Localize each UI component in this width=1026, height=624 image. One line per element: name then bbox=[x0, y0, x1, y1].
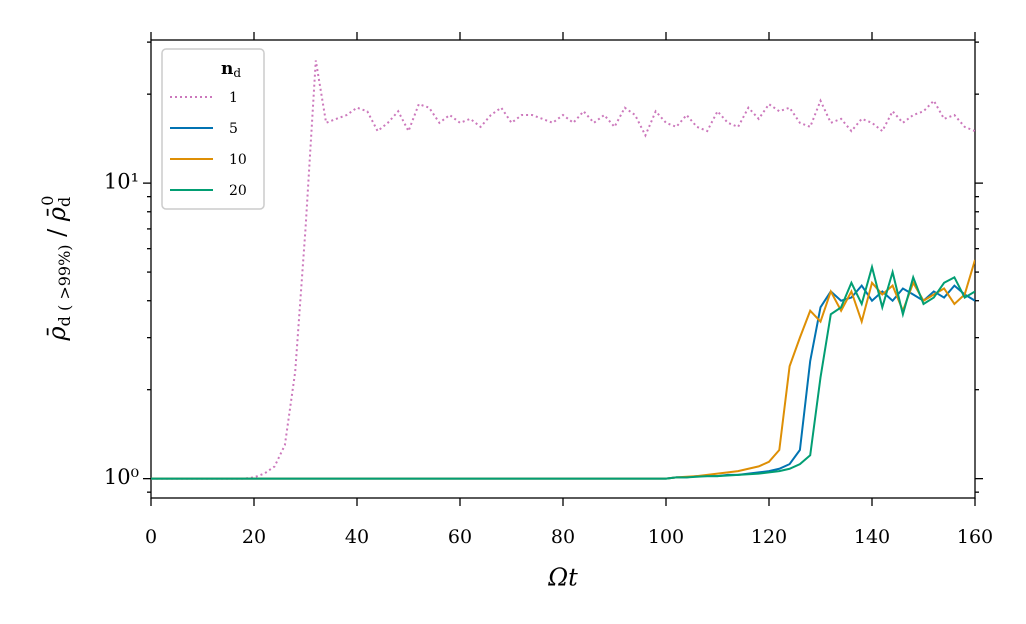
y-label-rho: ρ̄ bbox=[43, 326, 71, 341]
legend-label: 5 bbox=[229, 121, 238, 137]
legend-title-sub: d bbox=[233, 66, 241, 80]
x-tick-label: 100 bbox=[648, 526, 684, 548]
series-line bbox=[151, 283, 975, 480]
series-line bbox=[151, 263, 975, 480]
x-tick-label: 80 bbox=[551, 526, 575, 548]
legend-title: nd bbox=[221, 59, 241, 80]
series-line bbox=[151, 259, 975, 480]
legend-label: 10 bbox=[229, 152, 247, 168]
y-label-sub2: d bbox=[55, 197, 74, 207]
legend-label: 1 bbox=[229, 90, 238, 106]
y-tick-label: 10⁰ bbox=[104, 465, 139, 489]
x-tick-label: 140 bbox=[854, 526, 890, 548]
x-tick-label: 20 bbox=[242, 526, 266, 548]
x-tick-label: 160 bbox=[957, 526, 993, 548]
x-tick-label: 60 bbox=[448, 526, 472, 548]
y-tick-label: 10¹ bbox=[104, 170, 139, 194]
y-label-sep: / bbox=[43, 221, 71, 244]
legend-title-main: n bbox=[221, 59, 233, 79]
plot-frame bbox=[150, 39, 976, 499]
series-line bbox=[151, 60, 975, 480]
y-label-sub: d ( >99%) bbox=[55, 244, 74, 326]
y-label-rho2: ρ̄ bbox=[43, 207, 71, 222]
x-tick-label: 120 bbox=[751, 526, 787, 548]
y-label-sup: 0 bbox=[38, 196, 57, 206]
y-axis-label: ρ̄d ( >99%) / ρ̄d0 bbox=[38, 196, 74, 342]
legend-label: 20 bbox=[229, 183, 247, 199]
x-axis-label: Ωt bbox=[547, 564, 578, 592]
x-tick-label: 0 bbox=[145, 526, 157, 548]
x-tick-label: 40 bbox=[345, 526, 369, 548]
